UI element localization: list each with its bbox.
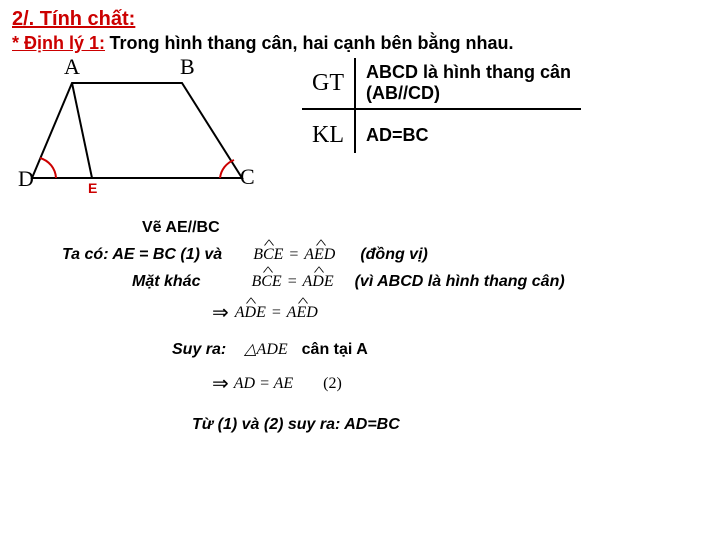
proof-triangle: △ADE	[244, 336, 287, 363]
proof-line-4: Suy ra: △ADE cân tại A	[172, 336, 708, 363]
proof-text-4b: cân tại A	[302, 336, 368, 363]
gt-content: ABCD là hình thang cân (AB//CD)	[355, 58, 581, 109]
proof-line-mid: ⇒ ADE = AED	[212, 296, 708, 330]
proof-text-3a: Mặt khác	[132, 268, 200, 295]
gt-kl-block: GT ABCD là hình thang cân (AB//CD) KL AD…	[302, 58, 581, 153]
proof-text-1: Vẽ AE//BC	[142, 214, 220, 241]
proof-line-2: Ta có: AE = BC (1) và BCE = AED (đồng vị…	[62, 241, 708, 268]
vertex-d: D	[18, 166, 34, 192]
theorem-line: * Định lý 1: Trong hình thang cân, hai c…	[12, 33, 708, 54]
theorem-text: Trong hình thang cân, hai cạnh bên bằng …	[109, 33, 513, 53]
proof-text-6: Từ (1) và (2) suy ra: AD=BC	[192, 411, 400, 438]
kl-content: AD=BC	[355, 109, 581, 153]
proof-block: Vẽ AE//BC Ta có: AE = BC (1) và BCE = AE…	[12, 214, 708, 438]
trapezoid-diagram: A B D C E	[12, 58, 282, 208]
proof-text-3b: (vì ABCD là hình thang cân)	[355, 268, 565, 295]
proof-text-2a: Ta có: AE = BC (1) và	[62, 241, 222, 268]
vertex-b: B	[180, 54, 195, 80]
proof-line-1: Vẽ AE//BC	[142, 214, 708, 241]
vertex-c: C	[240, 164, 255, 190]
proof-text-4a: Suy ra:	[172, 336, 226, 363]
gt-kl-table: GT ABCD là hình thang cân (AB//CD) KL AD…	[302, 58, 581, 153]
gt-text-1: ABCD là hình thang cân	[366, 62, 571, 82]
proof-eq-5: AD = AE	[234, 370, 293, 397]
proof-text-2b: (đồng vị)	[360, 241, 428, 268]
proof-eq-mid: ADE = AED	[234, 299, 319, 326]
proof-eq-3: BCE = ADE	[250, 268, 334, 295]
arrow-icon-2: ⇒	[212, 367, 234, 401]
proof-line-6: Từ (1) và (2) suy ra: AD=BC	[192, 411, 708, 438]
section-title: 2/. Tính chất:	[12, 8, 708, 31]
kl-label: KL	[302, 109, 355, 153]
theorem-label: * Định lý 1:	[12, 33, 105, 53]
arrow-icon-1: ⇒	[212, 296, 234, 330]
vertex-a: A	[64, 54, 80, 80]
proof-line-3: Mặt khác BCE = ADE (vì ABCD là hình than…	[132, 268, 708, 295]
gt-label: GT	[302, 58, 355, 109]
diagram-gtkl-row: A B D C E GT ABCD là hình thang cân (AB/…	[12, 58, 708, 208]
gt-text-2: (AB//CD)	[366, 83, 440, 103]
proof-num-5: (2)	[323, 370, 342, 397]
proof-line-5: ⇒ AD = AE (2)	[212, 367, 708, 401]
vertex-e: E	[88, 180, 97, 196]
